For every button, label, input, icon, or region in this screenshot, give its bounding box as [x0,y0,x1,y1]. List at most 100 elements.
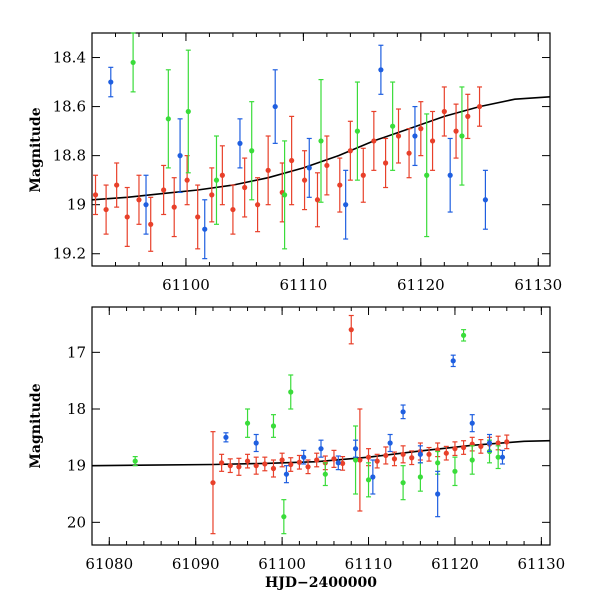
top-red-point [382,160,389,166]
top-xtick-label: 61100 [162,276,210,294]
bottom-blue-point [253,440,259,446]
bottom-red-point [460,444,467,451]
top-green-point [354,128,361,134]
bottom-green-point [460,332,467,338]
top-red-point [360,172,366,178]
bottom-blue-point [387,440,393,446]
bottom-red-point [478,443,484,449]
top-blue-point [108,79,114,85]
bottom-blue-point [283,471,290,477]
top-blue-point [177,153,183,159]
top-green-point [130,59,136,66]
bottom-green-point [281,514,287,520]
bottom-red-point [426,451,432,457]
top-red-point [171,204,177,210]
top-green-point [318,138,324,144]
top-blue-point [447,172,453,178]
bottom-red-point [227,463,233,469]
top-red-point [136,197,142,203]
top-red-point [301,177,308,183]
top-red-point [418,126,424,132]
top-red-point [371,138,377,144]
top-blue-point [272,103,278,110]
bottom-xtick-label: 61130 [517,555,565,573]
bottom-red-point [365,454,372,460]
top-red-point [395,133,402,139]
top-panel-ticks: 61100 61110 61120 61130 18.4 18.6 18.8 19 19.2 [53,33,562,294]
bottom-green-point [352,457,359,463]
top-green-point [213,177,220,183]
top-red-point [324,162,330,169]
bottom-red-point [253,463,259,469]
bottom-green-point [452,468,458,474]
top-ytick-label: 18.4 [53,49,86,67]
bottom-ytick-label: 20 [67,513,86,531]
top-red-point [254,202,261,208]
bottom-red-point [409,455,415,461]
top-ytick-label: 18.6 [53,98,86,116]
bottom-blue-point [469,420,475,426]
top-ytick-label: 19.2 [53,245,86,263]
top-red-point [103,206,109,213]
bottom-blue-point [486,440,493,446]
top-xtick-label: 61110 [280,276,328,294]
bottom-panel-frame [91,306,551,546]
top-blue-point [237,140,243,146]
bottom-ytick-label: 17 [67,343,86,361]
top-panel-frame [91,32,551,267]
bottom-red-point [296,459,302,465]
bottom-red-point [288,461,294,468]
bottom-blue-point [370,474,376,480]
top-green-point [165,116,171,122]
bottom-blue-point [499,454,506,460]
bottom-red-point [374,458,380,464]
bottom-panel-points [132,314,510,535]
top-blue-point [343,202,349,208]
bottom-red-point [340,460,346,466]
bottom-green-point [417,474,423,480]
bottom-blue-point [335,460,341,466]
bottom-ytick-label: 18 [67,400,86,418]
bottom-xtick-label: 61110 [345,555,393,573]
top-red-point [195,214,201,220]
top-xtick-label: 61130 [514,276,562,294]
bottom-red-point [383,452,389,459]
bottom-green-point [400,480,406,486]
bottom-red-point [357,457,363,463]
bottom-green-point [288,389,294,395]
top-red-point [92,192,99,198]
bottom-red-point [331,456,337,462]
top-red-point [148,221,154,227]
top-ytick-label: 19 [67,196,86,214]
bottom-panel-xlabel: HJD−2400000 [265,575,377,591]
bottom-green-point [270,423,277,429]
bottom-blue-point [417,451,423,457]
bottom-green-point [435,460,441,466]
top-blue-point [306,165,312,171]
top-red-point [184,177,190,183]
top-red-point [242,184,248,191]
bottom-panel-ylabel: Magnitude [28,383,44,468]
bottom-xtick-label: 61120 [431,555,479,573]
top-red-point [289,157,295,164]
bottom-xtick-label: 61080 [85,555,133,573]
bottom-green-point [132,458,138,464]
bottom-blue-point [450,358,456,364]
top-red-point [406,150,412,156]
bottom-red-point [443,450,449,456]
top-red-point [314,197,321,203]
bottom-red-point [400,451,406,457]
bottom-red-point [279,457,285,463]
top-red-point [476,103,483,110]
bottom-blue-point [400,409,406,415]
top-green-point [185,108,191,115]
top-blue-point [378,67,384,73]
top-green-point [459,133,465,139]
top-red-point [209,192,215,198]
bottom-red-point [314,457,320,463]
top-blue-point [482,197,489,203]
top-red-point [337,182,343,188]
top-red-point [429,138,436,144]
bottom-red-point [219,460,225,466]
top-ytick-label: 18.8 [53,147,86,165]
